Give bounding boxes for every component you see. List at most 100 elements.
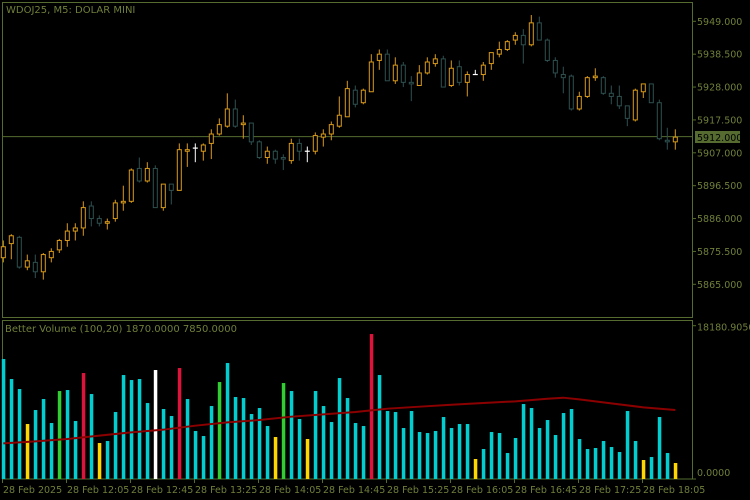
candle-body	[64, 230, 70, 241]
candle	[192, 143, 198, 163]
candle-body	[184, 149, 190, 152]
volume-bar	[673, 463, 678, 479]
candle-body	[464, 74, 470, 83]
volume-bar	[569, 409, 574, 479]
candle-body	[80, 207, 86, 229]
volume-bar	[161, 409, 166, 479]
candle-body	[640, 83, 646, 93]
candle	[624, 105, 630, 127]
candle	[504, 40, 510, 52]
candle	[248, 122, 254, 145]
candle-body	[584, 77, 590, 97]
time-label: 28 Feb 16:45	[515, 485, 577, 496]
candle	[24, 254, 30, 271]
candle-body	[632, 89, 638, 121]
candle-body	[16, 236, 22, 268]
volume-bar	[473, 459, 478, 479]
candle-body	[280, 156, 286, 160]
volume-bar	[329, 422, 334, 479]
volume-bar	[665, 453, 670, 479]
time-label: 28 Feb 14:45	[323, 485, 385, 496]
volume-bar	[225, 363, 230, 479]
candle-body	[576, 95, 582, 110]
volume-bar	[57, 391, 62, 479]
candle-body	[616, 95, 622, 107]
candle	[32, 254, 38, 279]
volume-bar	[377, 375, 382, 479]
candle-body	[320, 133, 326, 138]
candle-body	[400, 64, 406, 83]
candle	[280, 154, 286, 171]
candle-body	[56, 239, 62, 251]
volume-bar	[145, 403, 150, 479]
candle	[72, 223, 78, 241]
candle	[568, 74, 574, 111]
candle-body	[152, 167, 158, 209]
candle-body	[392, 64, 398, 82]
volume-ma-line	[3, 396, 676, 445]
volume-bar	[353, 423, 358, 479]
candle-body	[296, 142, 302, 152]
volume-bars	[1, 334, 678, 479]
price-label: 5938.500	[697, 50, 742, 61]
price-label: 5928.000	[697, 83, 742, 94]
candle-body	[416, 72, 422, 86]
volume-bar	[441, 417, 446, 479]
volume-bar	[481, 449, 486, 479]
candle	[552, 57, 558, 78]
candle	[448, 60, 454, 88]
candle-body	[216, 124, 222, 135]
volume-bar	[137, 379, 142, 479]
candle-body	[160, 183, 166, 209]
candle-body	[176, 149, 182, 191]
candle	[360, 88, 366, 105]
candles	[0, 15, 678, 280]
price-label: 5865.000	[697, 280, 742, 291]
candle	[312, 132, 318, 155]
candle-body	[624, 105, 630, 119]
candle-body	[408, 81, 414, 85]
candle-body	[504, 41, 510, 50]
candle	[392, 57, 398, 84]
candle-body	[608, 92, 614, 97]
candle-body	[384, 53, 390, 82]
candle	[136, 157, 142, 183]
volume-bar	[521, 404, 526, 479]
candle	[216, 118, 222, 136]
candle	[264, 146, 270, 164]
indicator-label: Better Volume (100,20) 1870.0000 7850.00…	[5, 324, 237, 335]
candle-body	[480, 64, 486, 76]
candle-body	[344, 88, 350, 118]
candle	[16, 235, 22, 269]
candle-body	[448, 67, 454, 86]
candle	[456, 60, 462, 86]
volume-bar	[305, 439, 310, 479]
candle	[496, 41, 502, 58]
candle	[608, 85, 614, 105]
volume-bar	[401, 428, 406, 479]
candle	[224, 93, 230, 128]
candle	[160, 183, 166, 211]
candle-body	[72, 227, 78, 232]
candle-body	[248, 122, 254, 143]
candle	[304, 146, 310, 163]
candle	[592, 68, 598, 81]
candle-body	[368, 61, 374, 93]
candle-body	[208, 133, 214, 144]
current-price-box	[695, 131, 740, 143]
candle-body	[232, 108, 238, 127]
candle-body	[488, 52, 494, 65]
candle	[0, 240, 6, 263]
volume-bar	[497, 433, 502, 479]
candle-body	[288, 142, 294, 162]
candle	[232, 99, 238, 128]
candle	[464, 71, 470, 97]
candle-body	[424, 61, 430, 74]
time-label: 28 Feb 15:25	[387, 485, 449, 496]
candle-body	[112, 202, 118, 220]
candle	[56, 238, 62, 253]
candle	[80, 201, 86, 236]
volume-bar	[65, 390, 70, 479]
volume-bar	[489, 432, 494, 479]
